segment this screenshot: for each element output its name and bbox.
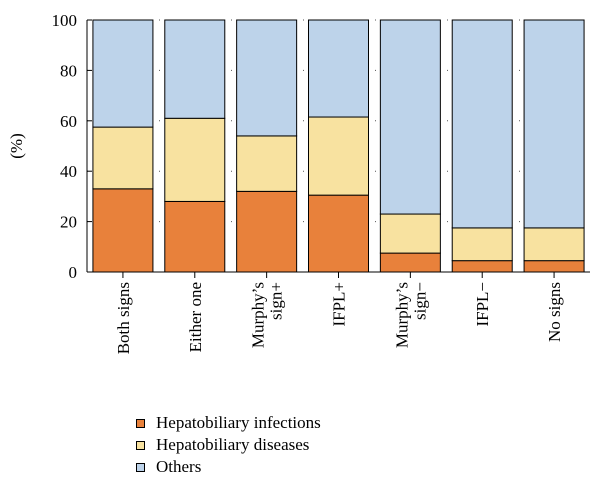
bar-segment <box>523 227 585 262</box>
legend-label: Hepatobiliary diseases <box>156 435 310 454</box>
bar-segment <box>523 19 585 229</box>
legend-swatch-others <box>136 462 145 472</box>
y-axis-label: (%) <box>7 133 26 158</box>
x-tick-label-line: Either one <box>186 282 205 352</box>
x-tick-label-line: sign− <box>410 282 429 320</box>
bar-segment <box>451 260 513 273</box>
y-tick-label: 60 <box>60 112 77 131</box>
bar-segment <box>308 194 369 273</box>
bar-segment <box>92 188 154 273</box>
bar-segment <box>236 190 298 273</box>
bar-segment <box>523 260 585 273</box>
bar-segment <box>164 200 226 273</box>
bar-segment <box>164 19 226 119</box>
bars <box>92 19 585 273</box>
bar-segment <box>236 135 298 192</box>
bar-segment <box>308 19 369 118</box>
x-tick-label: IFPL+ <box>330 282 349 327</box>
x-tick-label: Either one <box>186 282 205 352</box>
bar-segment <box>379 19 441 215</box>
bar-segment <box>451 19 513 229</box>
axes <box>86 19 590 278</box>
x-tick-label-line: Murphy’s <box>392 282 411 348</box>
bar-segment <box>92 19 154 128</box>
x-tick-label-line: Both signs <box>114 282 133 354</box>
bar-segment <box>379 252 441 273</box>
legend-item-hepatobiliary-diseases: Hepatobiliary diseases <box>136 434 321 456</box>
legend-item-others: Others <box>136 456 321 478</box>
x-tick-label: No signs <box>545 282 564 342</box>
bar-segment <box>308 116 369 196</box>
bar-segment <box>92 126 154 190</box>
bar-segment <box>379 213 441 254</box>
x-tick-label-line: sign+ <box>267 282 286 320</box>
bar-segment <box>236 19 298 137</box>
x-tick-label: IFPL− <box>473 282 492 327</box>
x-tick-label: Murphy’ssign− <box>392 282 429 348</box>
legend-label: Others <box>156 457 202 476</box>
x-tick-label-line: No signs <box>545 282 564 342</box>
x-tick-label: Murphy’ssign+ <box>249 282 286 348</box>
y-tick-label: 80 <box>60 61 77 80</box>
legend-label: Hepatobiliary infections <box>156 413 321 432</box>
x-tick-label-line: Murphy’s <box>249 282 268 348</box>
legend-item-hepatobiliary-infections: Hepatobiliary infections <box>136 412 321 434</box>
stacked-bar-chart: 0 20 40 60 80 100 Both signs Either one Murphy’… <box>7 11 590 354</box>
x-tick-label: Both signs <box>114 282 133 354</box>
legend-swatch-hepatobiliary-diseases <box>136 440 145 450</box>
y-tick-label: 0 <box>69 263 78 282</box>
bar-segment <box>164 117 226 202</box>
x-tick-labels: Both signs Either one Murphy’ssign+ IFPL+ Mu… <box>114 282 564 354</box>
legend: Hepatobiliary infections Hepatobiliary d… <box>136 412 321 478</box>
x-tick-label-line: IFPL− <box>473 282 492 327</box>
y-tick-label: 100 <box>52 11 78 30</box>
y-tick-labels: 0 20 40 60 80 100 <box>52 11 78 282</box>
legend-swatch-hepatobiliary-infections <box>136 418 145 428</box>
y-tick-label: 20 <box>60 213 77 232</box>
bar-segment <box>451 227 513 262</box>
x-tick-label-line: IFPL+ <box>330 282 349 327</box>
y-tick-label: 40 <box>60 162 77 181</box>
